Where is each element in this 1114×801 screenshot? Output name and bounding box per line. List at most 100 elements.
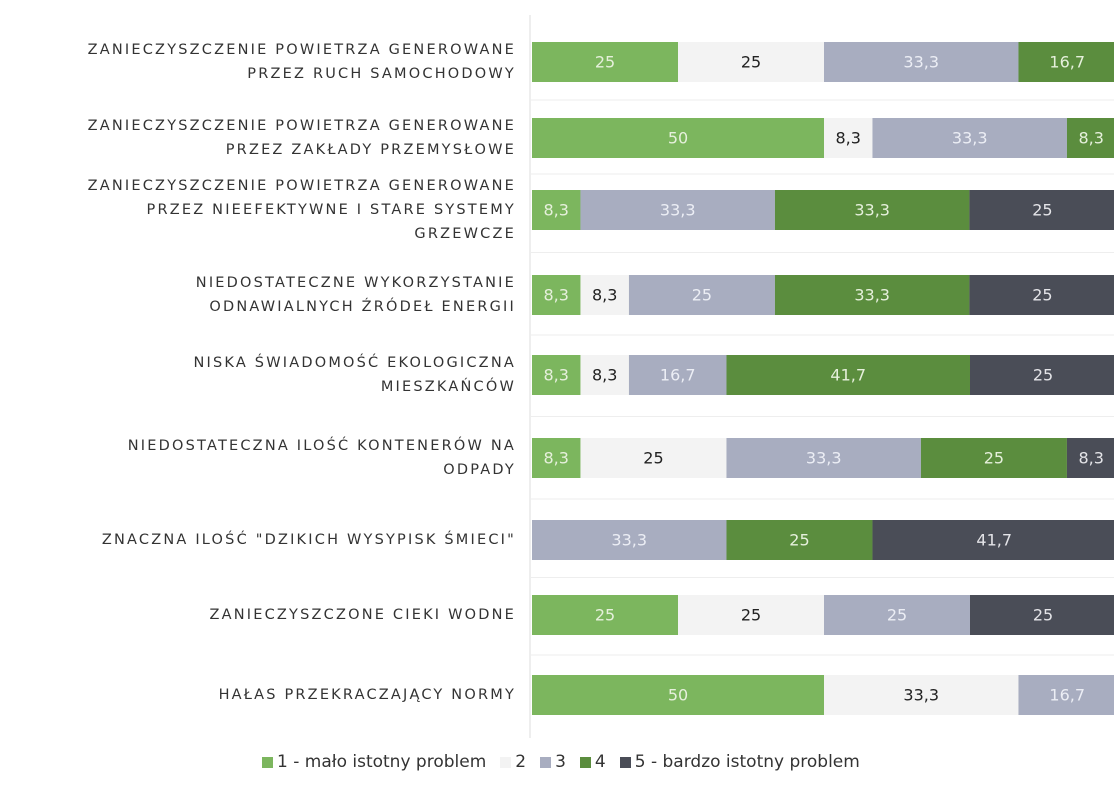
legend-label: 4 (594, 752, 606, 772)
value-label: 16,7 (1049, 53, 1085, 72)
bar-segment (580, 355, 629, 395)
legend-swatch (500, 756, 512, 768)
value-label: 8,3 (544, 201, 569, 220)
value-label: 33,3 (660, 201, 696, 220)
value-label: 50 (668, 686, 688, 705)
category-label: ZANIECZYSZCZENIE POWIETRZA GENEROWANE PR… (87, 118, 516, 158)
value-label: 33,3 (903, 53, 939, 72)
value-label: 33,3 (854, 201, 890, 220)
legend-label: 1 - mało istotny problem (277, 752, 487, 772)
value-label: 33,3 (806, 449, 842, 468)
bar-segment (872, 520, 1114, 560)
value-label: 33,3 (611, 531, 647, 550)
value-label: 8,3 (544, 449, 569, 468)
legend-swatch (262, 756, 273, 768)
category-label: NISKA ŚWIADOMOŚĆ EKOLOGICZNA MIESZKAŃCÓW (193, 355, 516, 395)
value-label: 41,7 (976, 531, 1012, 550)
bar-segment (580, 438, 727, 478)
legend-label: 2 (515, 752, 527, 772)
bar-segment (532, 275, 581, 315)
bar-segment (970, 595, 1114, 635)
legend-swatch (619, 756, 631, 768)
legend-item: 2 (500, 752, 526, 772)
value-label: 25 (643, 449, 663, 468)
bar-segment (726, 520, 873, 560)
value-label: 25 (887, 606, 907, 625)
category-label: ZANIECZYSZCZENIE POWIETRZA GENEROWANE PR… (87, 42, 516, 82)
bar-segment (920, 438, 1067, 478)
bar-segment (678, 42, 824, 82)
bar-segment (532, 520, 727, 560)
bar-segment (532, 190, 581, 230)
value-label: 8,3 (544, 286, 569, 305)
bar-segment (532, 675, 824, 715)
value-label: 25 (984, 449, 1004, 468)
bar-segment (580, 190, 775, 230)
value-label: 25 (595, 53, 615, 72)
value-label: 50 (668, 129, 688, 148)
value-label: 25 (741, 53, 761, 72)
bar-segment (969, 190, 1114, 230)
value-label: 8,3 (1078, 449, 1103, 468)
bar-segment (1066, 438, 1114, 478)
category-label: NIEDOSTATECZNA ILOŚĆ KONTENERÓW NA ODPAD… (127, 438, 516, 478)
category-label: NIEDOSTATECZNE WYKORZYSTANIE ODNAWIALNYC… (195, 275, 516, 315)
bar-segment (726, 355, 970, 395)
bar-segment (1066, 118, 1114, 158)
category-label: ZNACZNA ILOŚĆ "DZIKICH WYSYPISK ŚMIECI" (101, 532, 516, 548)
value-label: 16,7 (1049, 686, 1085, 705)
bar-segment (580, 275, 629, 315)
bar-segment (726, 438, 921, 478)
bar-segment (532, 438, 581, 478)
value-label: 25 (1032, 201, 1052, 220)
bar-segment (774, 275, 970, 315)
value-label: 25 (692, 286, 712, 305)
bar-segment (824, 595, 970, 635)
legend-label: 3 (555, 752, 566, 772)
value-label: 8,3 (592, 286, 617, 305)
bar-segment (774, 190, 970, 230)
bar-segment (824, 675, 1019, 715)
category-label: ZANIECZYSZCZENIE POWIETRZA GENEROWANE PR… (87, 178, 516, 242)
value-label: 8,3 (544, 366, 569, 385)
category-label: HAŁAS PRZEKRACZAJĄCY NORMY (218, 687, 516, 703)
bar-segment (678, 595, 824, 635)
bar-segment (628, 275, 775, 315)
bar-segment (532, 42, 678, 82)
value-label: 25 (741, 606, 761, 625)
value-label: 25 (1032, 286, 1052, 305)
bar-segment (1018, 675, 1114, 715)
bar-segment (824, 118, 873, 158)
bar-segment (1018, 42, 1114, 82)
legend-item: 5 - bardzo istotny problem (619, 752, 860, 772)
legend: 1 - mało istotny problem 2 3 4 5 - bardzo is… (262, 752, 860, 772)
value-label: 25 (1033, 366, 1053, 385)
value-label: 33,3 (903, 686, 939, 705)
bar-segment (824, 42, 1019, 82)
bar-segment (872, 118, 1067, 158)
bar-segment (969, 275, 1114, 315)
bar-segment (532, 355, 581, 395)
value-label: 16,7 (660, 366, 696, 385)
value-label: 25 (595, 606, 615, 625)
legend-label: 5 - bardzo istotny problem (634, 752, 860, 772)
legend-swatch (579, 756, 591, 768)
legend-item: 1 - mało istotny problem (262, 752, 486, 772)
legend-swatch (540, 756, 552, 768)
value-label: 25 (789, 531, 809, 550)
legend-item: 3 (540, 752, 566, 772)
bar-segment (628, 355, 727, 395)
value-label: 8,3 (836, 129, 861, 148)
category-label: ZANIECZYSZCZONE CIEKI WODNE (209, 607, 516, 623)
bar-segment (532, 118, 824, 158)
value-label: 33,3 (854, 286, 890, 305)
bar-segment (532, 595, 678, 635)
value-label: 33,3 (952, 129, 988, 148)
value-label: 8,3 (592, 366, 617, 385)
value-label: 25 (1033, 606, 1053, 625)
legend-item: 4 (579, 752, 606, 772)
bar-segment (970, 355, 1114, 395)
value-label: 8,3 (1078, 129, 1103, 148)
